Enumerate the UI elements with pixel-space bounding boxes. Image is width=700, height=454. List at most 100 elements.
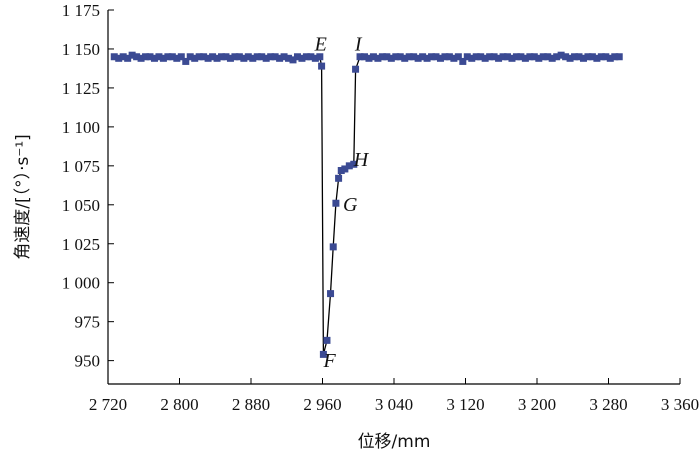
data-point [133, 53, 141, 61]
data-point [579, 54, 587, 62]
data-point [159, 54, 167, 62]
data-point [146, 53, 154, 61]
data-point [526, 53, 534, 61]
y-tick-label: 975 [75, 313, 101, 332]
data-point [571, 53, 579, 61]
data-point [150, 54, 158, 62]
data-point [361, 53, 369, 61]
data-point [177, 53, 185, 61]
x-axis-ticks: 2 720 2 800 2 880 2 960 3 040 3 120 3 200 3 280… [89, 378, 699, 414]
x-tick-label: 3 040 [375, 395, 413, 414]
data-point [285, 54, 293, 62]
data-point [468, 54, 476, 62]
data-point [463, 53, 471, 61]
y-tick-label: 1 175 [62, 1, 100, 20]
x-tick-label: 3 200 [518, 395, 556, 414]
data-point [323, 336, 331, 344]
data-point [231, 53, 239, 61]
x-axis-label: 位移/mm [358, 432, 431, 452]
y-tick-label: 1 075 [62, 157, 100, 176]
y-axis-ticks: 950 975 1 000 1 025 1 050 1 075 1 100 1 125 1 15… [62, 1, 114, 371]
data-point [499, 53, 507, 61]
data-point [557, 51, 565, 59]
data-point [517, 53, 525, 61]
data-point [374, 54, 382, 62]
data-point [240, 54, 248, 62]
data-point [369, 53, 377, 61]
data-point [341, 165, 349, 173]
x-tick-label: 2 960 [303, 395, 341, 414]
data-point [235, 53, 243, 61]
data-point [584, 53, 592, 61]
data-point [332, 199, 340, 207]
data-point [508, 54, 516, 62]
data-point [280, 53, 288, 61]
data-point [213, 54, 221, 62]
data-point [293, 53, 301, 61]
data-point [226, 54, 234, 62]
data-point [593, 54, 601, 62]
y-tick-label: 1 000 [62, 274, 100, 293]
data-point [602, 53, 610, 61]
data-point [267, 53, 275, 61]
data-point [423, 54, 431, 62]
data-point [142, 53, 150, 61]
data-point [481, 54, 489, 62]
data-point [472, 53, 480, 61]
data-point [521, 54, 529, 62]
data-point [218, 53, 226, 61]
data-point [307, 53, 315, 61]
x-tick-label: 2 880 [232, 395, 270, 414]
x-tick-label: 3 120 [446, 395, 484, 414]
data-point [345, 162, 353, 170]
series-line [114, 54, 620, 355]
data-point [454, 53, 462, 61]
data-point [350, 160, 358, 168]
data-point [337, 167, 345, 175]
data-point [539, 53, 547, 61]
data-point [115, 54, 123, 62]
annotation-G: G [343, 194, 358, 216]
data-point [335, 174, 343, 182]
data-point [606, 54, 614, 62]
data-point [392, 53, 400, 61]
data-point [155, 53, 163, 61]
data-point [128, 51, 136, 59]
x-tick-label: 2 720 [89, 395, 127, 414]
data-point [365, 54, 373, 62]
data-point [191, 54, 199, 62]
data-point [195, 53, 203, 61]
data-point [137, 54, 145, 62]
data-point [253, 53, 261, 61]
data-point [410, 53, 418, 61]
axes [107, 10, 680, 385]
data-point [459, 57, 467, 65]
data-point [383, 53, 391, 61]
y-tick-label: 1 150 [62, 40, 100, 59]
data-point [504, 53, 512, 61]
data-point [168, 53, 176, 61]
annotation-I: I [354, 34, 363, 56]
data-point [186, 53, 194, 61]
data-point [441, 53, 449, 61]
data-point [200, 53, 208, 61]
y-tick-label: 1 050 [62, 196, 100, 215]
data-point [124, 54, 132, 62]
data-point [327, 290, 335, 298]
data-point [530, 53, 538, 61]
annotation-E: E [314, 34, 327, 56]
data-point [204, 54, 212, 62]
data-point [588, 53, 596, 61]
x-tick-label: 2 800 [160, 395, 198, 414]
data-point [553, 53, 561, 61]
data-point [405, 53, 413, 61]
data-point [258, 53, 266, 61]
data-point [311, 54, 319, 62]
data-point [244, 53, 252, 61]
data-point [477, 53, 485, 61]
data-point [316, 53, 324, 61]
data-point [432, 53, 440, 61]
data-point [298, 54, 306, 62]
data-point [548, 54, 556, 62]
